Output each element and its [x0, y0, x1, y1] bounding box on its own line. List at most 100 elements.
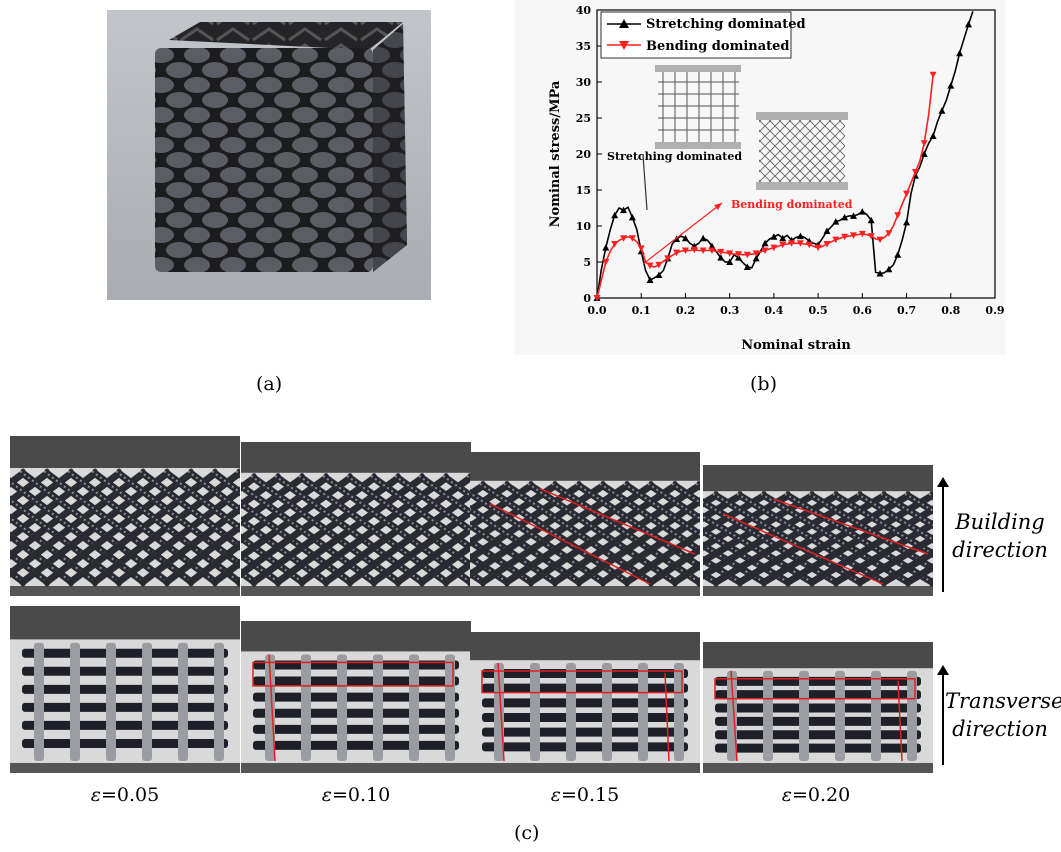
- x-tick-label: 0.2: [676, 304, 695, 317]
- series-point-stretching: [761, 239, 769, 247]
- legend-label-stretching: Stretching dominated: [646, 17, 806, 32]
- transverse-panel-4: [703, 642, 933, 773]
- y-tick-label: 20: [576, 148, 592, 161]
- transverse-direction-line1: Transverse: [945, 689, 1061, 713]
- series-point-stretching: [964, 20, 972, 28]
- tilt-line: [268, 654, 276, 762]
- compression-photo: [470, 632, 700, 773]
- shear-band-line: [539, 487, 696, 555]
- y-tick-label: 10: [576, 220, 592, 233]
- transverse-panel-3: [470, 632, 700, 773]
- series-point-bending: [655, 261, 663, 269]
- series-point-bending: [796, 240, 804, 247]
- series-point-stretching: [717, 254, 725, 261]
- series-point-stretching: [938, 107, 946, 114]
- series-point-stretching: [885, 265, 893, 273]
- building-direction-line1: Building: [955, 510, 1045, 534]
- series-point-bending: [770, 244, 778, 252]
- series-point-stretching: [867, 216, 875, 224]
- strain-label-3: ε=0.15: [540, 784, 630, 806]
- strain-symbol: ε: [90, 784, 101, 806]
- strain-symbol: ε: [550, 784, 561, 806]
- series-point-stretching: [752, 254, 760, 262]
- series-point-bending: [876, 236, 884, 244]
- legend-marker-stretching: [619, 19, 629, 28]
- series-point-bending: [602, 259, 610, 266]
- series-point-bending: [832, 236, 840, 244]
- compression-photo: [470, 452, 700, 596]
- strain-symbol: ε: [321, 784, 332, 806]
- building-panel-1: [10, 436, 240, 596]
- series-point-bending: [814, 244, 822, 252]
- series-point-stretching: [699, 234, 707, 242]
- series-point-bending: [903, 190, 911, 198]
- strain-value: =0.20: [791, 784, 851, 806]
- series-point-bending: [752, 250, 760, 257]
- y-tick-label: 5: [583, 256, 591, 269]
- series-point-bending: [743, 251, 751, 259]
- series-point-stretching: [849, 212, 857, 219]
- building-direction-arrow-shaft: [942, 482, 944, 592]
- series-point-bending: [779, 241, 787, 249]
- annotation-stretching: Stretching dominated: [607, 150, 742, 163]
- x-tick-label: 0.4: [764, 304, 783, 317]
- shear-band-line: [489, 503, 651, 585]
- strain-value: =0.05: [100, 784, 160, 806]
- series-point-stretching: [620, 206, 628, 214]
- chart-svg: 0.0 0.1 0.2 0.3 0.4 0.5 0.6 0.7 0.8 0.9 0 5 10 15 20 25…: [548, 4, 1005, 353]
- annotation-stretching-arrow: [642, 154, 648, 211]
- x-tick-label: 0.5: [809, 304, 828, 317]
- x-tick-label: 0.0: [587, 304, 606, 317]
- series-point-bending: [628, 235, 636, 242]
- collapse-band-box: [714, 678, 916, 700]
- series-point-bending: [849, 232, 857, 239]
- y-tick-label: 40: [576, 4, 592, 17]
- compression-photo: [703, 642, 933, 773]
- series-point-stretching: [611, 211, 619, 219]
- series-point-bending: [708, 247, 716, 254]
- series-point-stretching: [726, 258, 734, 265]
- series-point-stretching: [796, 232, 804, 240]
- series-point-bending: [929, 71, 937, 79]
- y-tick-label: 30: [576, 76, 592, 89]
- y-tick-label: 35: [576, 40, 591, 53]
- lattice-sample-photo: [107, 10, 431, 300]
- collapse-band-box: [481, 670, 683, 694]
- series-point-stretching: [779, 234, 787, 242]
- series-point-stretching: [770, 233, 778, 240]
- series-point-bending: [761, 247, 769, 254]
- x-tick-label: 0.6: [853, 304, 872, 317]
- compression-photo: [703, 465, 933, 596]
- x-tick-label: 0.3: [720, 304, 739, 317]
- series-point-stretching: [858, 208, 866, 215]
- series-point-stretching: [681, 234, 689, 242]
- series-point-bending: [788, 240, 796, 247]
- annotation-bending-arrowhead: [714, 203, 722, 210]
- series-point-bending: [920, 140, 928, 147]
- series-point-stretching: [929, 132, 937, 139]
- legend-marker-bending: [619, 41, 629, 50]
- compression-photo: [10, 436, 240, 596]
- y-tick-label: 0: [583, 292, 591, 305]
- series-point-bending: [593, 295, 601, 302]
- series-point-stretching: [655, 271, 663, 278]
- series-point-bending: [823, 241, 831, 248]
- series-point-bending: [735, 251, 743, 258]
- transverse-panel-2: [241, 621, 471, 773]
- series-point-stretching: [956, 49, 964, 57]
- series-point-bending: [867, 233, 875, 240]
- building-panel-3: [470, 452, 700, 596]
- series-point-bending: [699, 247, 707, 254]
- compression-photo: [10, 606, 240, 773]
- series-point-bending: [637, 245, 645, 252]
- transverse-direction-arrow-shaft: [942, 670, 944, 765]
- strain-label-1: ε=0.05: [80, 784, 170, 806]
- series-point-bending: [664, 255, 672, 262]
- series-point-bending: [717, 248, 725, 256]
- strain-symbol: ε: [781, 784, 792, 806]
- bending-inset-diagram: [756, 112, 848, 190]
- transverse-direction-arrowhead: [937, 665, 949, 675]
- series-point-stretching: [947, 82, 955, 89]
- series-point-stretching: [920, 150, 928, 157]
- strain-label-4: ε=0.20: [771, 784, 861, 806]
